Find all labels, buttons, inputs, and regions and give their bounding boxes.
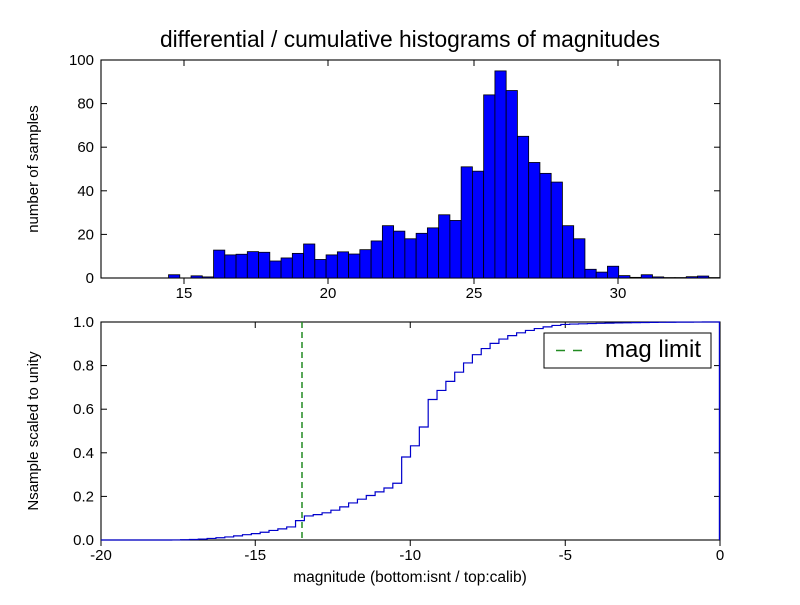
- svg-text:differential / cumulative hist: differential / cumulative histograms of …: [160, 26, 660, 52]
- svg-text:0.8: 0.8: [73, 358, 94, 375]
- svg-text:40: 40: [77, 183, 94, 200]
- svg-text:Nsample scaled to unity: Nsample scaled to unity: [25, 351, 42, 511]
- svg-text:magnitude (bottom:isnt / top:c: magnitude (bottom:isnt / top:calib): [293, 569, 526, 586]
- svg-text:0.2: 0.2: [73, 488, 94, 505]
- svg-text:100: 100: [69, 52, 94, 69]
- svg-text:-5: -5: [559, 547, 572, 564]
- svg-text:60: 60: [77, 139, 94, 156]
- svg-text:-20: -20: [90, 547, 112, 564]
- svg-text:-15: -15: [244, 547, 266, 564]
- svg-text:0: 0: [86, 270, 94, 287]
- svg-text:15: 15: [176, 285, 193, 302]
- svg-text:0.6: 0.6: [73, 401, 94, 418]
- svg-text:20: 20: [77, 226, 94, 243]
- svg-text:20: 20: [320, 285, 337, 302]
- svg-text:1.0: 1.0: [73, 314, 94, 331]
- svg-text:number of samples: number of samples: [25, 105, 42, 233]
- svg-text:0.4: 0.4: [73, 445, 94, 462]
- svg-text:25: 25: [466, 285, 483, 302]
- svg-text:80: 80: [77, 96, 94, 113]
- svg-text:-10: -10: [399, 547, 421, 564]
- svg-text:0: 0: [716, 547, 724, 564]
- svg-text:30: 30: [610, 285, 627, 302]
- svg-text:mag limit: mag limit: [605, 336, 701, 363]
